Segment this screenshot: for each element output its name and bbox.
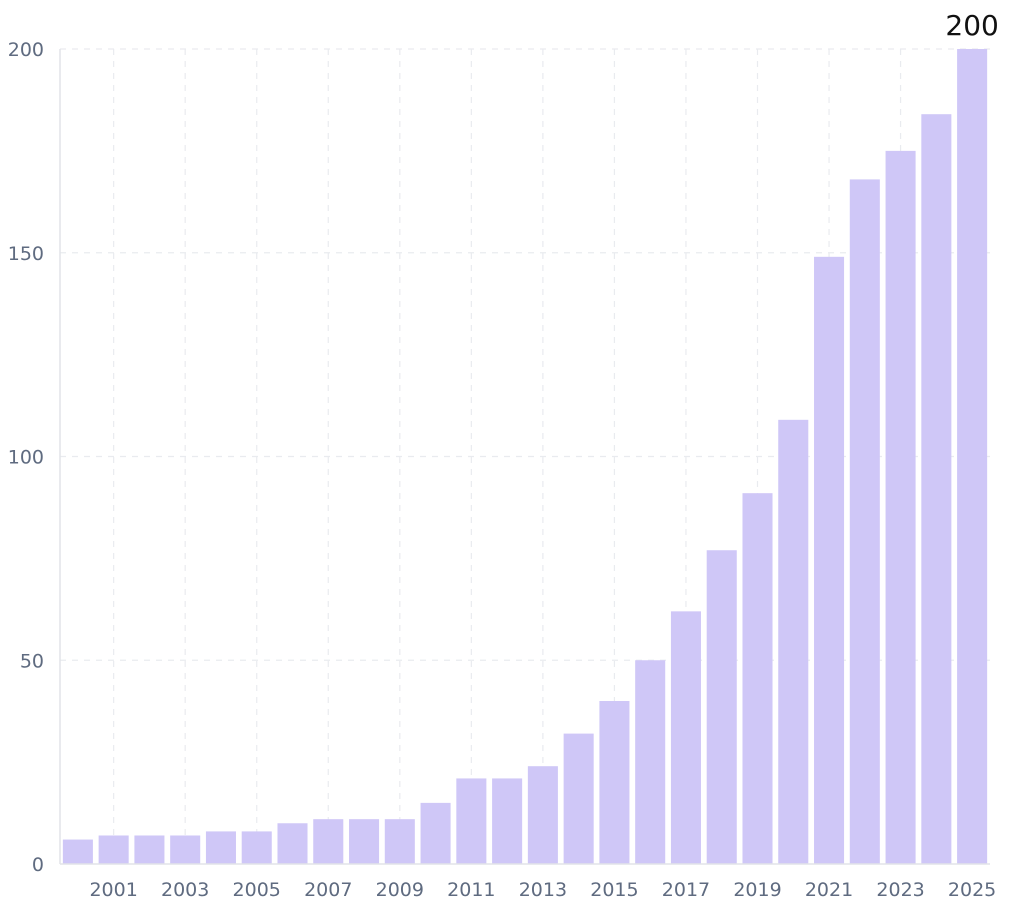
data-labels: 200 — [945, 9, 998, 42]
y-tick-label-150: 150 — [8, 243, 44, 265]
bar-2006 — [277, 823, 308, 864]
bar-2011 — [456, 778, 487, 864]
x-tick-label-2011: 2011 — [447, 879, 495, 901]
x-tick-label-2023: 2023 — [876, 879, 924, 901]
x-tick-label-2005: 2005 — [233, 879, 281, 901]
y-axis-ticks: 0 50 100 150 200 — [8, 39, 44, 876]
y-tick-label-100: 100 — [8, 447, 44, 469]
bar-2007 — [313, 819, 344, 864]
bar-2015 — [599, 701, 630, 864]
y-tick-label-200: 200 — [8, 39, 44, 61]
x-tick-label-2025: 2025 — [948, 879, 996, 901]
x-tick-label-2007: 2007 — [304, 879, 352, 901]
bar-2020 — [778, 419, 809, 864]
bar-2024 — [921, 114, 952, 864]
bars — [62, 49, 988, 864]
bar-2002 — [134, 835, 165, 864]
y-tick-label-50: 50 — [20, 650, 44, 672]
bar-2005 — [241, 831, 272, 864]
bar-2017 — [670, 611, 701, 864]
bar-2000 — [62, 839, 93, 864]
bar-2019 — [742, 493, 773, 864]
x-tick-label-2009: 2009 — [376, 879, 424, 901]
x-tick-label-2001: 2001 — [89, 879, 137, 901]
bar-2014 — [563, 733, 594, 864]
x-tick-label-2015: 2015 — [590, 879, 638, 901]
axes — [59, 49, 990, 865]
bar-2021 — [814, 256, 845, 864]
bar-2004 — [205, 831, 236, 864]
x-tick-label-2019: 2019 — [733, 879, 781, 901]
y-tick-label-0: 0 — [32, 854, 44, 876]
bar-2008 — [349, 819, 380, 864]
data-label-2025: 200 — [945, 9, 998, 42]
bar-2012 — [492, 778, 523, 864]
x-tick-label-2013: 2013 — [519, 879, 567, 901]
bar-2025 — [957, 49, 988, 864]
bar-2010 — [420, 802, 451, 864]
x-tick-label-2017: 2017 — [662, 879, 710, 901]
bar-2009 — [384, 819, 415, 864]
bar-2001 — [98, 835, 129, 864]
x-tick-label-2021: 2021 — [805, 879, 853, 901]
bar-2018 — [706, 550, 737, 864]
bar-2022 — [849, 179, 880, 864]
x-axis-ticks: 2001 2003 2005 2007 2009 2011 2013 2015 2017 2019… — [89, 879, 996, 901]
bar-2016 — [635, 660, 666, 864]
x-tick-label-2003: 2003 — [161, 879, 209, 901]
bar-2023 — [885, 150, 916, 864]
bar-2013 — [527, 766, 558, 864]
bar-2003 — [170, 835, 201, 864]
